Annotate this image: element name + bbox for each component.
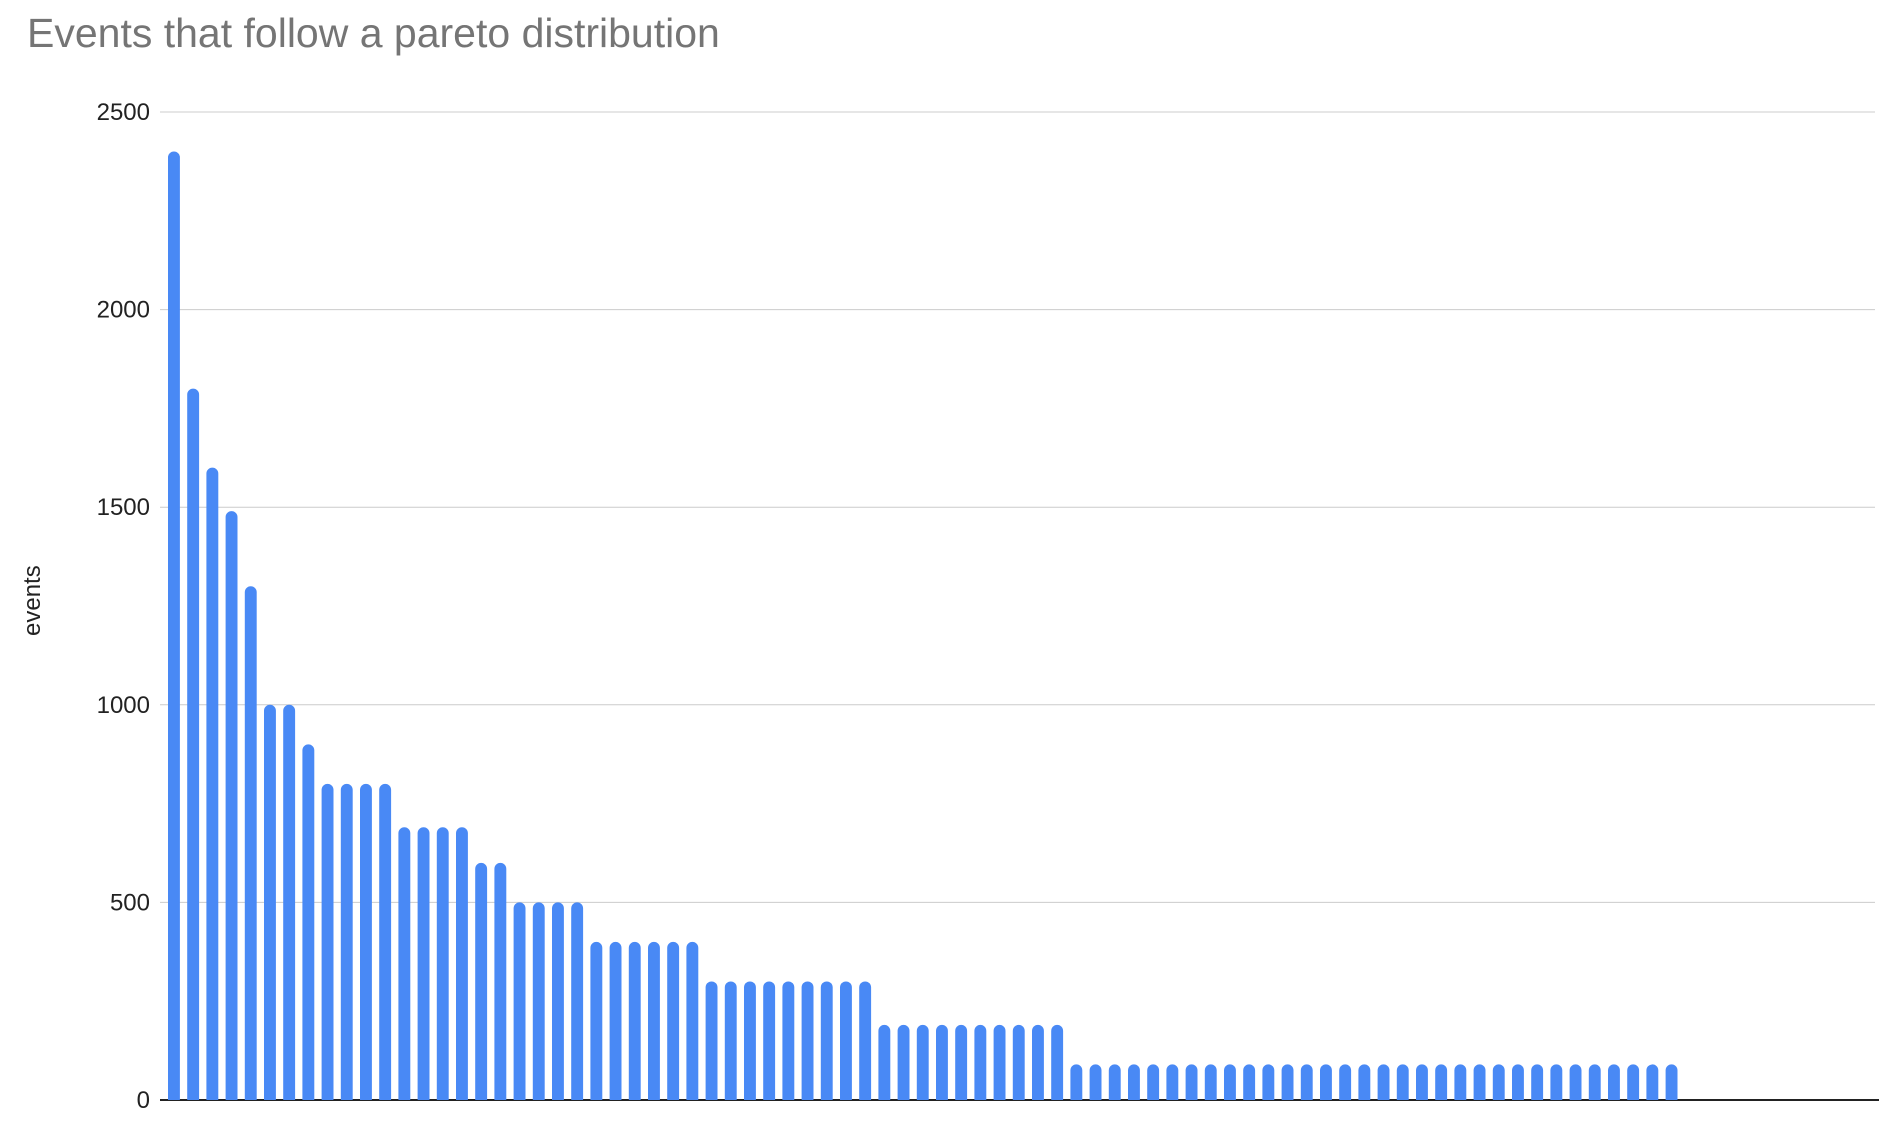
svg-text:500: 500 bbox=[110, 889, 150, 916]
svg-text:0: 0 bbox=[137, 1087, 150, 1114]
svg-text:events: events bbox=[19, 565, 46, 636]
svg-text:1000: 1000 bbox=[97, 692, 150, 719]
svg-text:1500: 1500 bbox=[97, 494, 150, 521]
svg-text:2000: 2000 bbox=[97, 297, 150, 324]
svg-text:2500: 2500 bbox=[97, 99, 150, 126]
